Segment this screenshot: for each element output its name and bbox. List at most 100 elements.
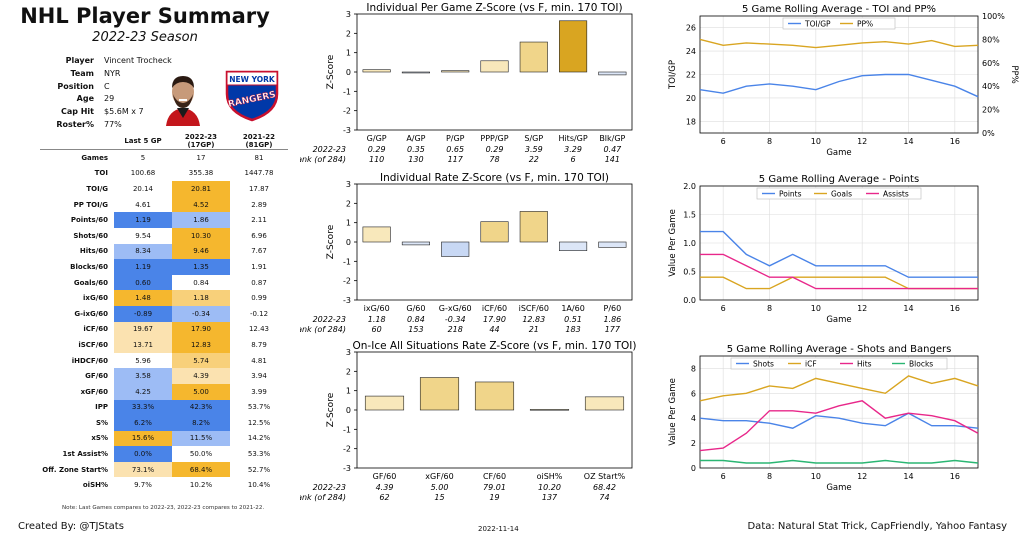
row-label: xGF/60 bbox=[80, 387, 108, 396]
table-cell: 10.4% bbox=[230, 477, 288, 494]
col-header-previous: 2021-22 (81GP) bbox=[242, 133, 276, 149]
table-cell: 7.67 bbox=[230, 243, 288, 260]
row-label: Hits/60 bbox=[79, 247, 108, 256]
stat-value: 0.65 bbox=[446, 145, 464, 154]
row-label: G-ixG/60 bbox=[74, 309, 108, 318]
bar bbox=[559, 241, 588, 251]
per-game-zscore-chart: Individual Per Game Z-Score (vs F, min. … bbox=[300, 2, 633, 164]
y-tick-label: 18 bbox=[686, 117, 696, 126]
y-tick-label: -3 bbox=[343, 464, 351, 473]
series-line bbox=[700, 230, 978, 278]
legend-box bbox=[782, 17, 896, 30]
x-tick-label: S/GP bbox=[524, 134, 543, 143]
info-row: Age 29 bbox=[32, 93, 194, 106]
y-axis-label: Z-Score bbox=[326, 54, 336, 89]
table-cell: 9.7% bbox=[114, 477, 172, 494]
rank-value: 78 bbox=[489, 155, 499, 164]
table-cell: 53.7% bbox=[230, 399, 288, 416]
table-cell: 81 bbox=[230, 148, 288, 166]
rank-value: 22 bbox=[529, 155, 539, 164]
info-label: Roster% bbox=[56, 119, 94, 129]
row-label: Off. Zone Start% bbox=[42, 465, 108, 474]
table-cell: 6.96 bbox=[230, 227, 288, 244]
table-cell: 2.89 bbox=[230, 196, 288, 213]
stat-value: 0.47 bbox=[603, 145, 622, 154]
y-tick-label: 1.0 bbox=[683, 239, 696, 248]
row-label-season: 2022-23 bbox=[313, 315, 346, 324]
y-tick-label: 3 bbox=[346, 180, 351, 189]
info-value: 29 bbox=[104, 94, 115, 104]
y-tick-label: 0 bbox=[346, 68, 351, 77]
y-tick-label: -3 bbox=[343, 296, 351, 305]
bar bbox=[480, 60, 509, 73]
legend-label: Assists bbox=[883, 190, 909, 199]
table-cell: 5.96 bbox=[114, 352, 172, 369]
bar bbox=[598, 241, 627, 248]
y-tick-label: -1 bbox=[343, 425, 351, 434]
table-row: GF/60 3.58 4.39 3.94 bbox=[40, 368, 288, 384]
x-tick-label: P/GP bbox=[446, 134, 465, 143]
x-tick-label: 12 bbox=[857, 304, 867, 313]
row-label-rank: Rank (of 284) bbox=[300, 493, 346, 502]
bar bbox=[598, 71, 627, 76]
rank-value: 183 bbox=[565, 325, 580, 334]
stat-value: 5.00 bbox=[431, 483, 449, 492]
row-label-rank: Rank (of 284) bbox=[300, 325, 346, 334]
y-axis-label: Value Per Game bbox=[668, 378, 678, 446]
y-tick-label: -1 bbox=[343, 257, 351, 266]
bar bbox=[441, 241, 470, 257]
x-tick-label: Blk/GP bbox=[599, 134, 625, 143]
info-label: Age bbox=[76, 94, 94, 104]
table-row: Shots/60 9.54 10.30 6.96 bbox=[40, 227, 288, 244]
y-tick-label: 0.0 bbox=[683, 296, 696, 305]
legend-box bbox=[730, 357, 948, 370]
table-cell: 9.46 bbox=[172, 243, 230, 260]
info-row: Player Vincent Trocheck bbox=[32, 55, 194, 68]
y-tick-label: 0 bbox=[346, 406, 351, 415]
y-tick-label: 8 bbox=[691, 364, 696, 373]
info-value: Vincent Trocheck bbox=[104, 56, 172, 65]
bar bbox=[441, 70, 470, 73]
bar bbox=[474, 381, 515, 411]
y-tick-label: -3 bbox=[343, 126, 351, 135]
table-cell: 0.60 bbox=[114, 274, 172, 291]
table-cell: 17 bbox=[172, 148, 230, 166]
rank-value: 15 bbox=[434, 493, 444, 502]
table-row: Points/60 1.19 1.86 2.11 bbox=[40, 212, 288, 228]
chart-title: On-Ice All Situations Rate Z-Score (vs F… bbox=[353, 340, 637, 352]
stat-value: 3.29 bbox=[564, 145, 582, 154]
x-tick-label: 6 bbox=[721, 304, 726, 313]
bar bbox=[529, 409, 570, 411]
stat-value: 79.01 bbox=[483, 483, 506, 492]
y-tick-label: 1.5 bbox=[683, 211, 696, 220]
y-tick-label: -2 bbox=[343, 107, 351, 116]
row-label: Games bbox=[40, 148, 114, 166]
stat-value: 0.35 bbox=[407, 145, 425, 154]
row-label: S% bbox=[95, 418, 108, 427]
table-cell: 13.71 bbox=[114, 337, 172, 353]
table-cell: 1.19 bbox=[114, 259, 172, 275]
y-tick-label: 1 bbox=[346, 49, 351, 58]
table-row: S% 6.2% 8.2% 12.5% bbox=[40, 415, 288, 431]
x-tick-label: 14 bbox=[903, 472, 913, 481]
x-tick-label: oiSH% bbox=[537, 472, 563, 481]
y-right-tick-label: 0% bbox=[982, 129, 995, 138]
table-cell: 5.74 bbox=[172, 352, 230, 369]
x-tick-label: G/60 bbox=[406, 304, 425, 313]
table-row: Goals/60 0.60 0.84 0.87 bbox=[40, 274, 288, 291]
credit-text: Created By: @TJStats bbox=[18, 521, 124, 532]
legend-label: iCF bbox=[805, 360, 817, 369]
table-row: TOI/G 20.14 20.81 17.87 bbox=[40, 181, 288, 197]
series-line bbox=[699, 400, 979, 452]
x-tick-label: GF/60 bbox=[373, 472, 397, 481]
table-cell: 5 bbox=[114, 148, 172, 166]
source-text: Data: Natural Stat Trick, CapFriendly, Y… bbox=[747, 521, 1007, 532]
stat-value: -0.34 bbox=[445, 315, 466, 324]
table-cell: 6.2% bbox=[114, 415, 172, 431]
info-row: Position C bbox=[32, 81, 194, 94]
x-tick-label: OZ Start% bbox=[584, 472, 626, 481]
row-label: 1st Assist% bbox=[62, 450, 109, 459]
table-row: oiSH% 9.7% 10.2% 10.4% bbox=[40, 477, 288, 494]
rank-value: 60 bbox=[372, 325, 382, 334]
rank-value: 21 bbox=[529, 325, 539, 334]
